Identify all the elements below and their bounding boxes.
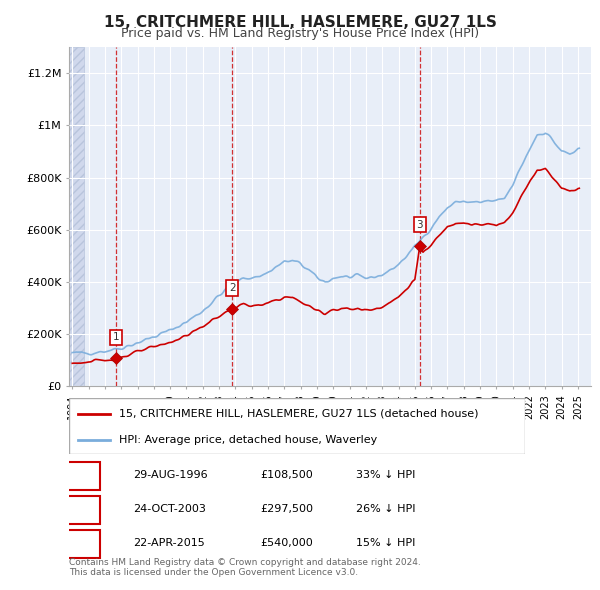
Text: £297,500: £297,500	[260, 504, 314, 514]
Text: 3: 3	[416, 219, 423, 230]
Text: £108,500: £108,500	[260, 470, 313, 480]
Text: 3: 3	[79, 539, 86, 548]
Text: Price paid vs. HM Land Registry's House Price Index (HPI): Price paid vs. HM Land Registry's House …	[121, 27, 479, 40]
Text: £540,000: £540,000	[260, 539, 313, 548]
FancyBboxPatch shape	[65, 530, 100, 558]
Text: 1: 1	[79, 470, 86, 480]
Text: 24-OCT-2003: 24-OCT-2003	[133, 504, 206, 514]
FancyBboxPatch shape	[65, 461, 100, 490]
Text: 1: 1	[112, 332, 119, 342]
Text: 2: 2	[229, 283, 236, 293]
Text: 15, CRITCHMERE HILL, HASLEMERE, GU27 1LS: 15, CRITCHMERE HILL, HASLEMERE, GU27 1LS	[104, 15, 496, 30]
Text: 22-APR-2015: 22-APR-2015	[133, 539, 205, 548]
Text: 15% ↓ HPI: 15% ↓ HPI	[356, 539, 416, 548]
Text: 29-AUG-1996: 29-AUG-1996	[133, 470, 208, 480]
Text: Contains HM Land Registry data © Crown copyright and database right 2024.
This d: Contains HM Land Registry data © Crown c…	[69, 558, 421, 577]
Text: 15, CRITCHMERE HILL, HASLEMERE, GU27 1LS (detached house): 15, CRITCHMERE HILL, HASLEMERE, GU27 1LS…	[119, 409, 479, 419]
Text: 2: 2	[79, 504, 86, 514]
Text: 26% ↓ HPI: 26% ↓ HPI	[356, 504, 416, 514]
Text: HPI: Average price, detached house, Waverley: HPI: Average price, detached house, Wave…	[119, 435, 377, 445]
Text: 33% ↓ HPI: 33% ↓ HPI	[356, 470, 416, 480]
FancyBboxPatch shape	[65, 496, 100, 524]
